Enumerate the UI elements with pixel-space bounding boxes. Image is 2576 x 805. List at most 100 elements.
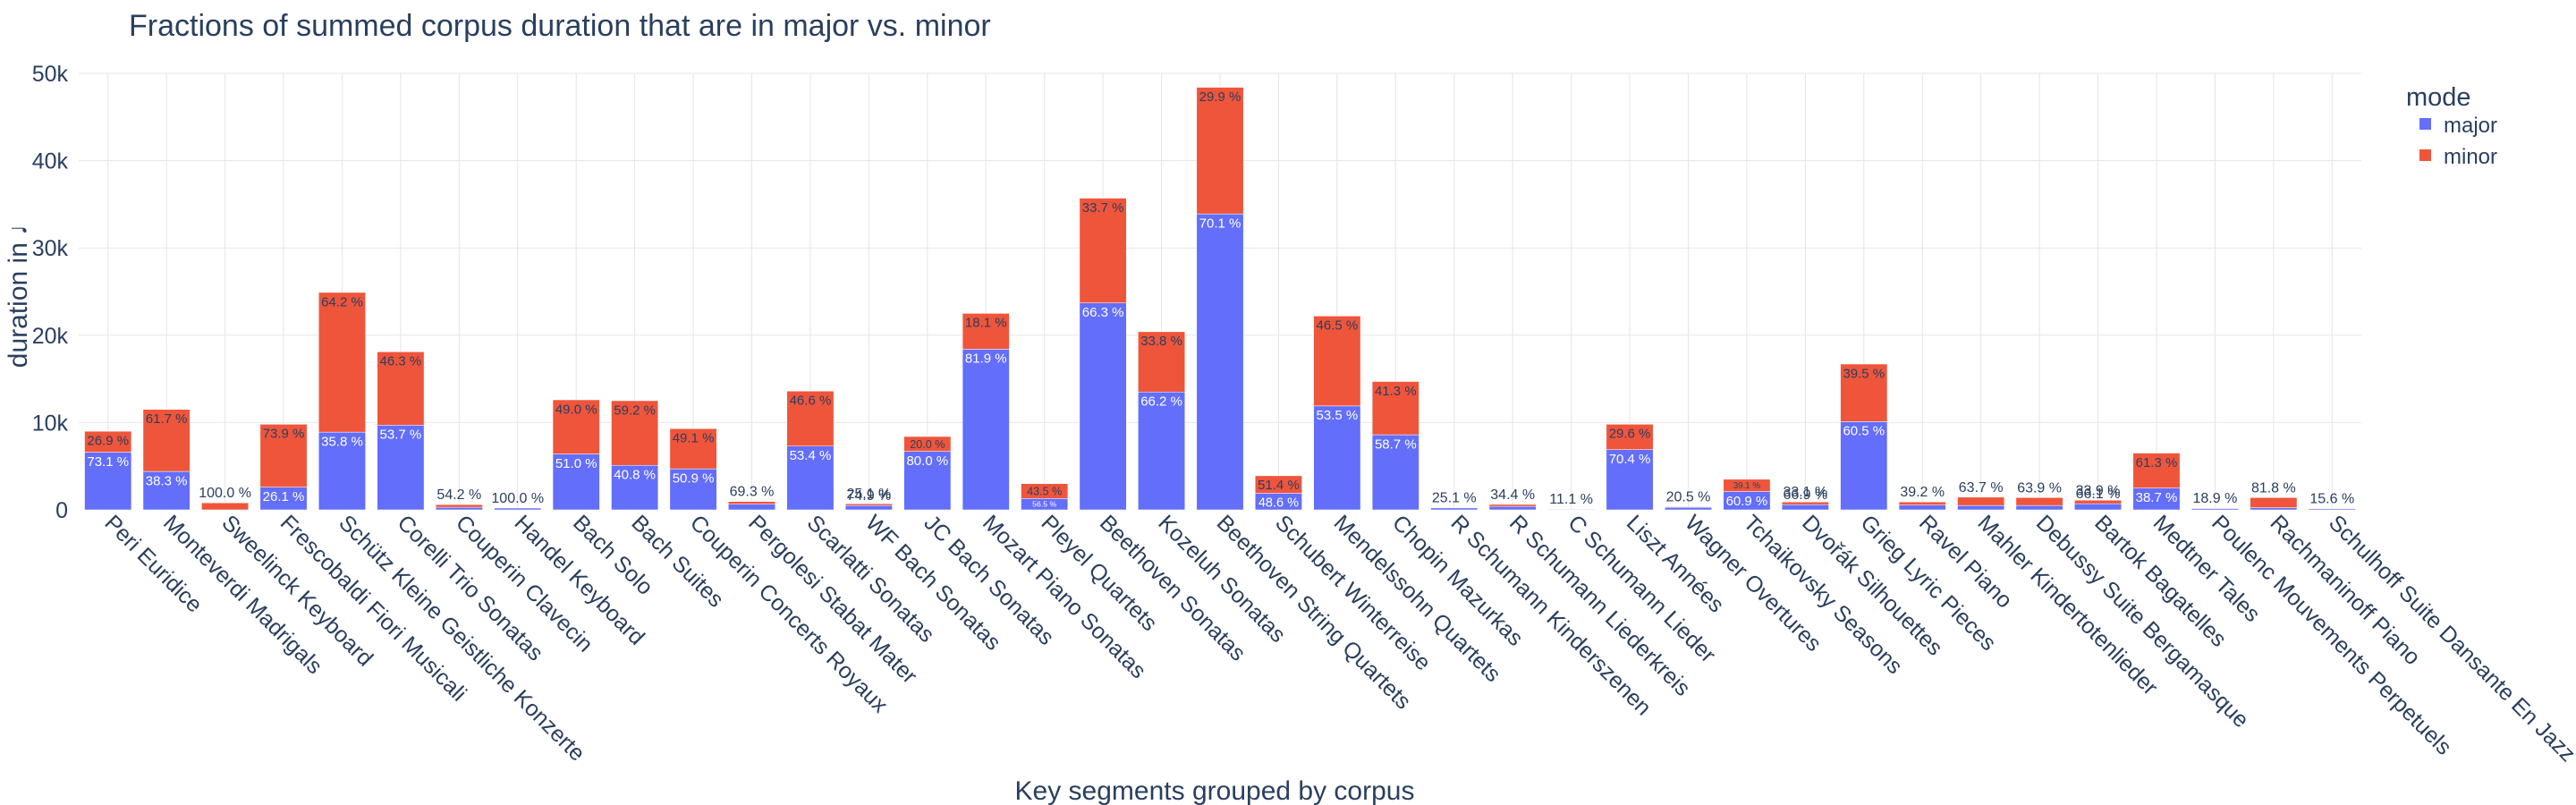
bar-minor — [2190, 507, 2239, 509]
y-tick-label: 10k — [32, 411, 69, 436]
data-label-minor: 33.7 % — [1082, 200, 1124, 216]
bar-minor — [1606, 424, 1654, 450]
data-label-major: 26.1 % — [263, 489, 305, 504]
data-label-major: 56.5 % — [1032, 500, 1056, 509]
data-label-major: 66.1 % — [2076, 487, 2121, 502]
x-tick-label: Schulhoff Suite Dansante En Jazz — [2324, 510, 2576, 767]
bar-minor — [2132, 453, 2181, 488]
data-label-minor: 39.5 % — [1843, 366, 1885, 381]
data-label-major: 66.9 % — [1783, 487, 1827, 503]
data-label-minor: 20.0 % — [910, 438, 945, 451]
bar-minor — [1255, 475, 1302, 494]
data-label-major: 60.5 % — [1843, 424, 1885, 439]
data-label-minor: 64.2 % — [321, 294, 363, 309]
data-label-minor: 34.4 % — [1490, 487, 1535, 503]
data-label-minor: 54.2 % — [436, 487, 481, 503]
data-label-major: 58.7 % — [1375, 436, 1417, 452]
bar-major — [2250, 507, 2298, 511]
bar-minor — [1781, 501, 1829, 505]
bars: 73.1 % 26.9 % 38.3 % 61.7 % 100.0 % 26.1 % 73.… — [84, 87, 2356, 511]
bar-minor — [1957, 496, 2005, 506]
bar-minor — [1723, 479, 1771, 492]
data-label-minor: 63.9 % — [2017, 480, 2062, 496]
bar-major — [669, 468, 717, 511]
data-label-minor: 46.6 % — [790, 394, 832, 409]
y-axis-ticks: 0 10k 20k 30k 40k 50k — [32, 62, 69, 523]
data-label-minor: 49.1 % — [673, 431, 715, 446]
data-label-minor: 46.3 % — [380, 354, 422, 369]
bar-minor — [84, 430, 132, 453]
bar-major — [1196, 213, 1244, 511]
data-label-major: 48.6 % — [1258, 496, 1299, 510]
data-label-minor: 11.1 % — [1549, 492, 1593, 507]
bar-minor — [1547, 508, 1596, 510]
y-tick-label: 0 — [55, 498, 68, 523]
data-label-minor: 51.4 % — [1258, 478, 1300, 493]
bar-minor — [2308, 508, 2356, 510]
data-label-minor: 15.6 % — [2309, 491, 2354, 506]
data-label-major: 74.9 % — [846, 488, 891, 504]
data-label-minor: 73.9 % — [263, 427, 305, 442]
legend-minor-label: minor — [2444, 145, 2497, 169]
bar-major — [1313, 405, 1361, 511]
bar-major — [786, 445, 835, 511]
y-axis-title: duration in ♩ — [4, 208, 33, 368]
y-tick-label: 20k — [32, 324, 69, 349]
data-label-major: 66.3 % — [1082, 305, 1124, 320]
bar-minor — [2074, 500, 2122, 504]
bar-major — [1606, 449, 1654, 511]
bar-major — [1665, 507, 1712, 511]
bar-minor — [435, 504, 483, 508]
data-label-major: 53.7 % — [380, 428, 422, 443]
bar-major — [1781, 504, 1829, 511]
legend-minor-swatch — [2419, 149, 2431, 161]
data-label-minor: 18.9 % — [2193, 491, 2238, 506]
bar-major — [1079, 302, 1127, 511]
bar-minor — [1430, 507, 1479, 509]
data-label-major: 35.8 % — [321, 434, 363, 449]
bar-major — [142, 470, 191, 511]
data-label-minor: 26.9 % — [87, 433, 129, 448]
bar-major — [84, 452, 132, 511]
data-label-minor: 33.8 % — [1140, 334, 1182, 349]
bar-major — [1840, 421, 1888, 511]
bar-minor — [318, 292, 366, 433]
legend: mode major minor — [2406, 83, 2497, 169]
data-label-major: 53.5 % — [1317, 408, 1359, 423]
data-label-major: 38.7 % — [2136, 490, 2178, 505]
data-label-minor: 61.3 % — [2136, 455, 2178, 470]
bar-minor — [377, 352, 425, 426]
y-tick-label: 30k — [32, 236, 69, 261]
bar-minor — [2250, 497, 2298, 508]
bar-major — [728, 504, 775, 511]
data-label-minor: 25.1 % — [846, 487, 891, 502]
bar-major — [903, 451, 952, 511]
data-label-major: 60.9 % — [1726, 494, 1768, 509]
data-label-minor: 81.8 % — [2251, 480, 2296, 496]
data-label-minor: 25.1 % — [1432, 490, 1477, 505]
bar-major — [1138, 391, 1185, 511]
bar-minor — [611, 400, 659, 466]
bar-minor — [844, 503, 893, 506]
bar-minor — [1021, 483, 1069, 499]
data-label-major: 80.0 % — [906, 453, 948, 469]
data-label-major: 81.9 % — [965, 352, 1007, 367]
data-label-minor: 33.9 % — [2076, 483, 2121, 498]
x-axis-title: Key segments grouped by corpus — [1015, 776, 1415, 805]
bar-minor — [1371, 381, 1419, 436]
bar-minor — [962, 313, 1010, 350]
data-label-major: 70.1 % — [1199, 216, 1241, 231]
data-label-major: 73.1 % — [87, 454, 129, 470]
bar-minor — [1840, 363, 1888, 422]
data-label-minor: 29.9 % — [1199, 89, 1241, 105]
bar-major — [611, 464, 659, 511]
bar-major — [844, 504, 893, 511]
data-label-minor: 39.1 % — [1733, 481, 1761, 491]
data-label-major: 38.3 % — [146, 473, 188, 488]
bar-minor — [669, 428, 717, 470]
bar-minor — [2015, 497, 2063, 506]
data-label-major: 66.2 % — [1140, 394, 1182, 410]
bar-minor — [1898, 501, 1946, 505]
data-label-minor: 18.1 % — [965, 316, 1007, 331]
